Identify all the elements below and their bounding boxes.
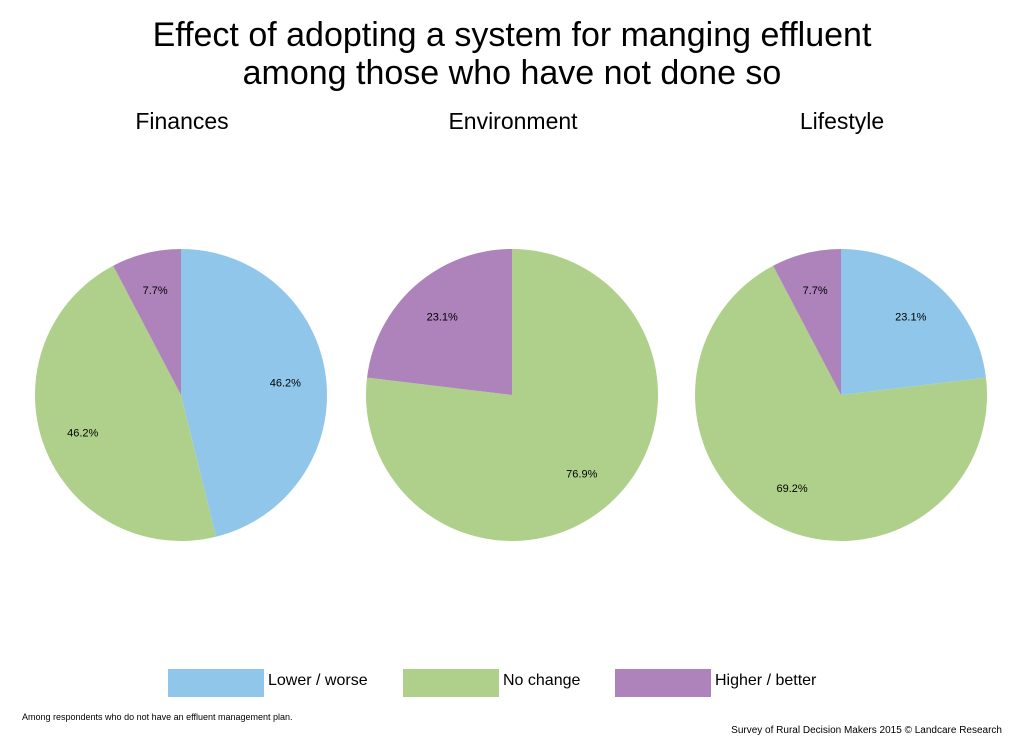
data-label-environment-higher-better: 23.1%	[427, 311, 458, 323]
legend-swatch-higher-better	[615, 669, 711, 697]
legend-swatch-no-change	[403, 669, 499, 697]
data-label-finances-no-change: 46.2%	[67, 427, 98, 439]
pie-slice-lifestyle-no-change	[695, 265, 988, 541]
legend-label-higher-better: Higher / better	[715, 672, 817, 689]
data-label-lifestyle-lower-worse: 23.1%	[895, 311, 926, 323]
data-label-environment-no-change: 76.9%	[566, 469, 597, 481]
chart-title: Effect of adopting a system for manging …	[0, 16, 1024, 92]
pie-slice-finances-lower-worse	[181, 249, 327, 537]
chart-title-line-2: among those who have not done so	[242, 54, 782, 92]
chart-title-line-1: Effect of adopting a system for manging …	[152, 16, 872, 54]
pie-title-lifestyle: Lifestyle	[799, 108, 885, 134]
pie-slice-lifestyle-higher-better	[773, 249, 841, 395]
data-label-lifestyle-no-change: 69.2%	[777, 483, 808, 495]
pie-title-environment: Environment	[448, 108, 578, 134]
pie-slice-lifestyle-lower-worse	[841, 249, 986, 395]
footnote: Among respondents who do not have an eff…	[22, 712, 293, 722]
pie-title-finances: Finances	[135, 108, 229, 134]
pie-slice-finances-no-change	[35, 265, 216, 541]
legend-label-lower-worse: Lower / worse	[268, 672, 368, 689]
data-label-lifestyle-higher-better: 7.7%	[803, 285, 828, 297]
data-label-finances-lower-worse: 46.2%	[270, 377, 301, 389]
pie-slice-finances-higher-better	[113, 249, 181, 395]
legend-swatch-lower-worse	[168, 669, 264, 697]
source-credit: Survey of Rural Decision Makers 2015 © L…	[731, 725, 1002, 736]
data-label-finances-higher-better: 7.7%	[143, 285, 168, 297]
legend-label-no-change: No change	[503, 672, 581, 689]
pie-slice-environment-higher-better	[367, 249, 512, 395]
